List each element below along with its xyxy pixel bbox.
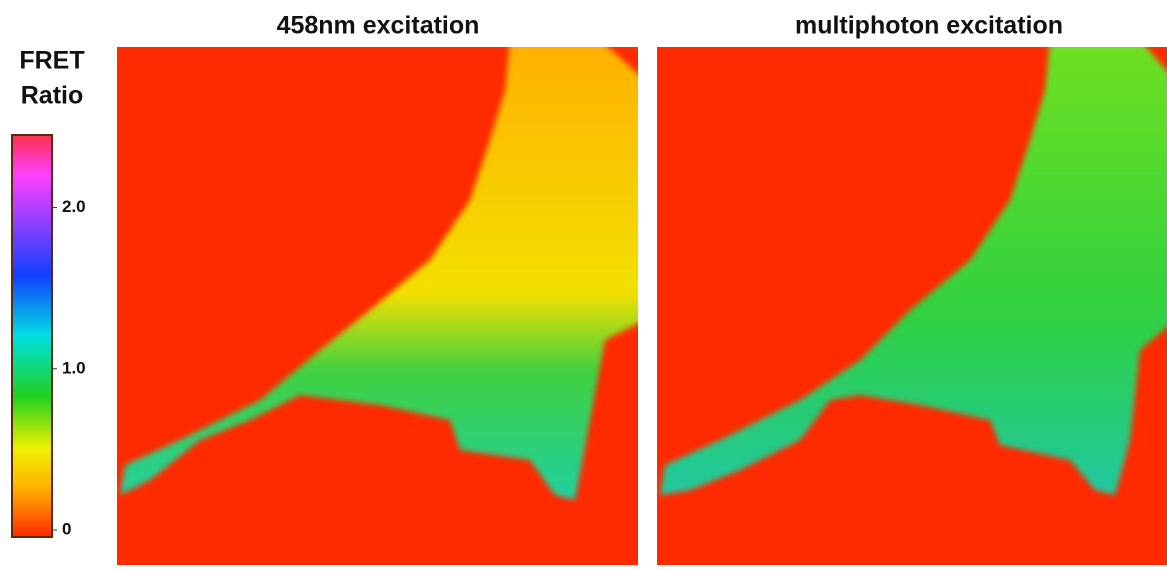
colorbar-title: Ratio [21, 82, 84, 110]
colorbar-title: FRET [19, 47, 84, 75]
image-panel [117, 40, 645, 565]
tick-label: 0 [62, 519, 71, 538]
figure: 458nm excitation multiphoton excitation … [0, 0, 1167, 565]
tick-label: 2.0 [62, 197, 86, 216]
image-panel [657, 40, 1167, 565]
colorbar [12, 135, 52, 537]
colorbar-ticks: 0 1.0 2.0 [52, 197, 86, 538]
panel-title: 458nm excitation [277, 12, 480, 40]
panel-title: multiphoton excitation [795, 12, 1063, 40]
tick-label: 1.0 [62, 358, 86, 377]
